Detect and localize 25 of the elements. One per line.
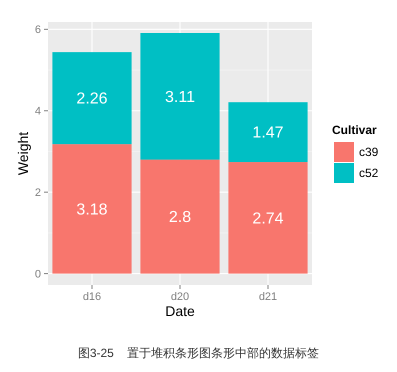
data-label: 1.47 <box>252 124 284 142</box>
legend-label: c39 <box>359 145 379 160</box>
x-axis-title: Date <box>165 303 195 319</box>
y-axis-title: Weight <box>15 132 31 176</box>
legend-title: Cultivar <box>332 123 378 137</box>
x-tick-label: d21 <box>258 291 278 303</box>
x-tick-label: d20 <box>170 291 190 303</box>
bar <box>140 160 220 274</box>
data-label: 2.26 <box>76 90 108 108</box>
bar <box>52 52 132 144</box>
x-tick-label: d16 <box>82 291 102 303</box>
bar <box>228 102 308 162</box>
y-tick-label: 6 <box>34 24 41 36</box>
data-label: 2.74 <box>252 210 284 228</box>
bar <box>140 32 220 160</box>
y-tick-label: 4 <box>34 106 41 118</box>
data-label: 3.11 <box>165 88 196 106</box>
legend-label: c52 <box>359 166 379 180</box>
caption: 图3-25 置于堆积条形图条形中部的数据标签 <box>78 346 320 360</box>
bar <box>228 162 308 274</box>
data-label: 2.8 <box>168 209 192 226</box>
data-label: 3.18 <box>76 201 108 218</box>
y-tick-label: 0 <box>34 268 41 280</box>
y-tick-label: 2 <box>34 187 41 200</box>
bar <box>52 144 132 274</box>
